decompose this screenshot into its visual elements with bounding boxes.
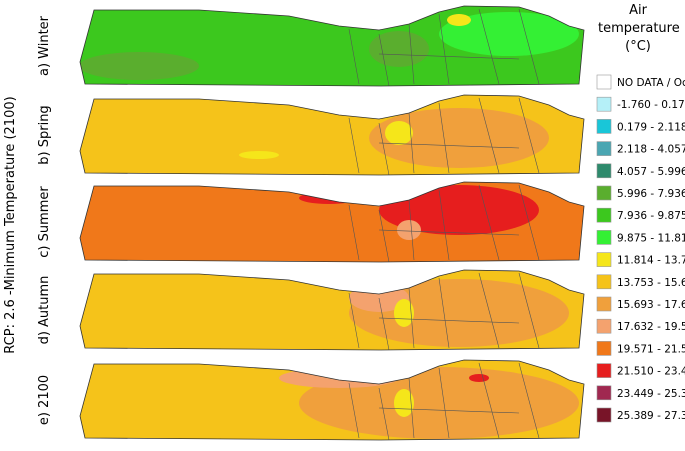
zone — [239, 151, 279, 159]
map-panel — [79, 359, 585, 441]
zone — [447, 14, 471, 26]
legend-label: NO DATA / Ocean — [617, 77, 685, 89]
zone — [394, 389, 414, 417]
legend-swatch — [596, 96, 612, 112]
zone — [385, 121, 413, 145]
legend-swatch — [596, 363, 612, 378]
legend-swatch — [596, 407, 612, 423]
legend-title: Air temperature (°C) — [598, 3, 680, 54]
zone — [80, 52, 199, 80]
legend-swatch — [596, 252, 612, 267]
legend-label: 7.936 - 9.875 — [617, 210, 685, 222]
legend-label: 19.571 - 21.510 — [617, 343, 685, 355]
zones — [80, 8, 579, 86]
legend-label: 11.814 - 13.753 — [617, 255, 685, 267]
boundaries — [348, 362, 540, 440]
legend-swatch — [596, 207, 612, 223]
legend-label: 5.996 - 7.936 — [617, 188, 685, 200]
legend-swatch — [596, 185, 612, 201]
legend-swatch — [596, 74, 612, 90]
legend-label: 21.510 - 23.449 — [617, 366, 685, 378]
legend-swatch — [596, 318, 612, 334]
zone — [369, 108, 549, 168]
legend-swatch — [596, 296, 612, 312]
zone — [397, 220, 421, 240]
legend-label: 13.753 - 15.693 — [617, 277, 685, 289]
zone — [369, 31, 429, 67]
legend-swatch — [596, 341, 612, 356]
zone — [279, 368, 399, 388]
legend-swatch — [596, 274, 612, 290]
boundaries — [348, 8, 540, 86]
legend-label: 9.875 - 11.814 — [617, 232, 685, 244]
legend-swatch — [596, 230, 612, 245]
panel-label: d) Autumn — [37, 276, 52, 345]
panel-label: b) Spring — [37, 105, 52, 164]
legend-swatch — [596, 163, 612, 179]
zone — [394, 299, 414, 327]
boundaries — [348, 272, 540, 350]
legend-label: 0.179 - 2.118 — [617, 121, 685, 133]
zone — [439, 12, 579, 56]
map-panel — [79, 269, 585, 351]
boundaries — [348, 184, 540, 262]
legend-label: 23.449 - 25.389 — [617, 388, 685, 400]
zone — [379, 185, 539, 235]
legend-label: -1.760 - 0.179 — [617, 99, 685, 111]
panel-label: c) Summer — [37, 186, 52, 258]
zones — [239, 97, 549, 175]
legend-label: 25.389 - 27.328 — [617, 410, 685, 422]
legend-label: 15.693 - 17.632 — [617, 299, 685, 311]
legend-label: 17.632 - 19.571 — [617, 321, 685, 333]
zone — [299, 367, 579, 439]
legend-swatch — [596, 119, 612, 134]
zone — [469, 374, 489, 382]
map-panel — [79, 94, 585, 176]
figure-title: RCP: 2.6 -Minimum Temperature (2100) — [3, 96, 18, 353]
legend-swatch — [596, 385, 612, 401]
boundaries — [348, 97, 540, 175]
legend-label: 4.057 - 5.996 — [617, 166, 685, 178]
map-panel — [79, 5, 585, 87]
panel-label: e) 2100 — [37, 375, 52, 425]
legend-swatch — [596, 141, 612, 156]
legend-label: 2.118 - 4.057 — [617, 144, 685, 156]
panel-label: a) Winter — [37, 15, 52, 76]
map-panel — [79, 181, 585, 263]
zone — [299, 192, 359, 204]
